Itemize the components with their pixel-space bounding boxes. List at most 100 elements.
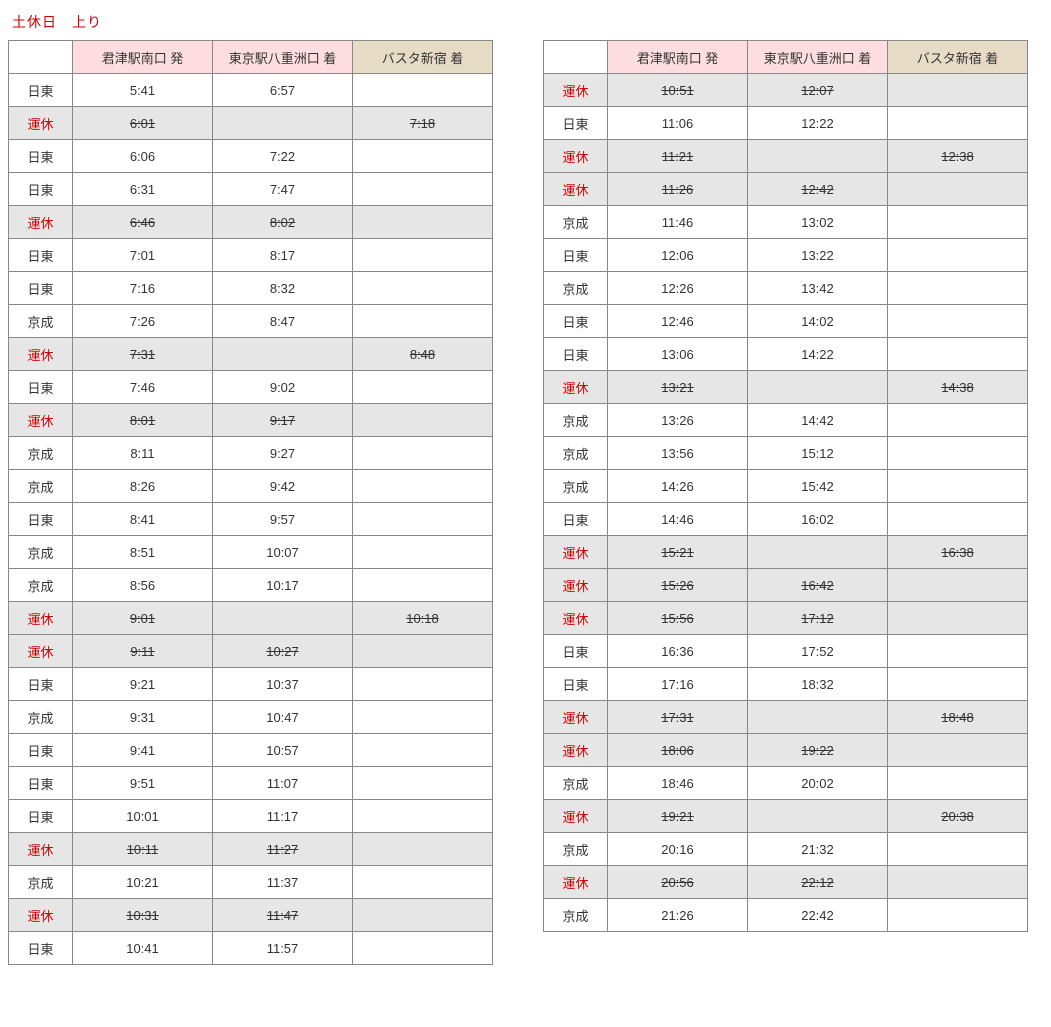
- cell-arrival-shinjuku: [888, 206, 1028, 239]
- cell-departure: 14:46: [608, 503, 748, 536]
- cell-operator: 日東: [544, 503, 608, 536]
- cell-arrival-tokyo: 10:17: [213, 569, 353, 602]
- cell-arrival-tokyo: [213, 338, 353, 371]
- strikethrough-time: 6:46: [130, 215, 155, 230]
- cell-arrival-shinjuku: 10:18: [353, 602, 493, 635]
- cell-operator: 日東: [544, 338, 608, 371]
- strikethrough-time: 14:38: [941, 380, 974, 395]
- table-row: 日東12:4614:02: [544, 305, 1028, 338]
- cell-arrival-tokyo: 8:47: [213, 305, 353, 338]
- cell-arrival-shinjuku: [353, 404, 493, 437]
- strikethrough-time: 8:01: [130, 413, 155, 428]
- strikethrough-time: 13:21: [661, 380, 694, 395]
- cell-arrival-tokyo: [748, 140, 888, 173]
- strikethrough-time: 9:17: [270, 413, 295, 428]
- timetable-title: 土休日 上り: [12, 12, 1043, 32]
- table-row: 日東7:018:17: [9, 239, 493, 272]
- cell-departure: 8:56: [73, 569, 213, 602]
- header-operator: [544, 41, 608, 74]
- cell-arrival-tokyo: 9:42: [213, 470, 353, 503]
- cell-arrival-tokyo: 16:02: [748, 503, 888, 536]
- table-row: 京成8:269:42: [9, 470, 493, 503]
- table-row: 運休19:2120:38: [544, 800, 1028, 833]
- cell-operator: 日東: [9, 734, 73, 767]
- cell-arrival-shinjuku: 14:38: [888, 371, 1028, 404]
- table-row: 京成13:2614:42: [544, 404, 1028, 437]
- table-row: 京成11:4613:02: [544, 206, 1028, 239]
- table-row: 京成18:4620:02: [544, 767, 1028, 800]
- table-row: 日東10:4111:57: [9, 932, 493, 965]
- cell-departure: 10:31: [73, 899, 213, 932]
- strikethrough-time: 19:21: [661, 809, 694, 824]
- cell-operator: 日東: [544, 668, 608, 701]
- cell-arrival-shinjuku: [888, 866, 1028, 899]
- cell-operator: 日東: [9, 173, 73, 206]
- cell-operator: 京成: [544, 272, 608, 305]
- cell-arrival-tokyo: 7:22: [213, 140, 353, 173]
- timetable-right: 君津駅南口 発 東京駅八重洲口 着 バスタ新宿 着 運休10:5112:07日東…: [543, 40, 1028, 932]
- table-row: 日東17:1618:32: [544, 668, 1028, 701]
- cell-operator: 運休: [9, 206, 73, 239]
- cell-arrival-tokyo: 14:42: [748, 404, 888, 437]
- cell-arrival-shinjuku: [353, 668, 493, 701]
- cell-operator: 運休: [544, 371, 608, 404]
- timetable-container: 君津駅南口 発 東京駅八重洲口 着 バスタ新宿 着 日東5:416:57運休6:…: [8, 40, 1043, 965]
- cell-arrival-shinjuku: 7:18: [353, 107, 493, 140]
- cell-departure: 11:06: [608, 107, 748, 140]
- table-row: 運休18:0619:22: [544, 734, 1028, 767]
- strikethrough-time: 12:38: [941, 149, 974, 164]
- cell-operator: 京成: [9, 470, 73, 503]
- strikethrough-time: 10:31: [126, 908, 159, 923]
- strikethrough-time: 15:56: [661, 611, 694, 626]
- cell-departure: 19:21: [608, 800, 748, 833]
- strikethrough-time: 10:11: [127, 842, 159, 857]
- strikethrough-time: 15:26: [661, 578, 694, 593]
- cell-arrival-shinjuku: [353, 437, 493, 470]
- table-row: 日東9:4110:57: [9, 734, 493, 767]
- table-row: 日東14:4616:02: [544, 503, 1028, 536]
- table-row: 京成21:2622:42: [544, 899, 1028, 932]
- table-row: 日東7:469:02: [9, 371, 493, 404]
- cell-departure: 7:16: [73, 272, 213, 305]
- strikethrough-time: 20:38: [941, 809, 974, 824]
- cell-departure: 20:56: [608, 866, 748, 899]
- table-row: 京成8:5110:07: [9, 536, 493, 569]
- table-row: 運休 7:31 8:48: [9, 338, 493, 371]
- cell-arrival-shinjuku: [353, 173, 493, 206]
- cell-arrival-shinjuku: [888, 899, 1028, 932]
- cell-departure: 13:06: [608, 338, 748, 371]
- cell-operator: 京成: [544, 206, 608, 239]
- cell-arrival-tokyo: 21:32: [748, 833, 888, 866]
- cell-operator: 運休: [9, 404, 73, 437]
- cell-arrival-shinjuku: [888, 602, 1028, 635]
- cell-arrival-tokyo: 13:42: [748, 272, 888, 305]
- table-row: 運休10:1111:27: [9, 833, 493, 866]
- cell-arrival-tokyo: [748, 701, 888, 734]
- strikethrough-time: 18:06: [661, 743, 694, 758]
- cell-departure: 10:01: [73, 800, 213, 833]
- table-row: 京成13:5615:12: [544, 437, 1028, 470]
- cell-departure: 11:21: [608, 140, 748, 173]
- cell-arrival-shinjuku: [353, 932, 493, 965]
- table-row: 運休 8:01 9:17: [9, 404, 493, 437]
- cell-departure: 7:26: [73, 305, 213, 338]
- cell-departure: 11:46: [608, 206, 748, 239]
- strikethrough-time: 17:12: [801, 611, 834, 626]
- cell-arrival-shinjuku: [888, 833, 1028, 866]
- cell-arrival-tokyo: 13:22: [748, 239, 888, 272]
- cell-departure: 10:21: [73, 866, 213, 899]
- table-row: 京成8:5610:17: [9, 569, 493, 602]
- cell-arrival-tokyo: 10:07: [213, 536, 353, 569]
- cell-arrival-shinjuku: 8:48: [353, 338, 493, 371]
- header-operator: [9, 41, 73, 74]
- cell-arrival-shinjuku: [888, 734, 1028, 767]
- cell-operator: 日東: [9, 932, 73, 965]
- cell-operator: 運休: [9, 338, 73, 371]
- cell-arrival-tokyo: 8:02: [213, 206, 353, 239]
- cell-operator: 京成: [544, 899, 608, 932]
- cell-arrival-tokyo: 17:52: [748, 635, 888, 668]
- cell-departure: 8:01: [73, 404, 213, 437]
- cell-departure: 6:31: [73, 173, 213, 206]
- cell-operator: 京成: [9, 866, 73, 899]
- strikethrough-time: 7:31: [130, 347, 155, 362]
